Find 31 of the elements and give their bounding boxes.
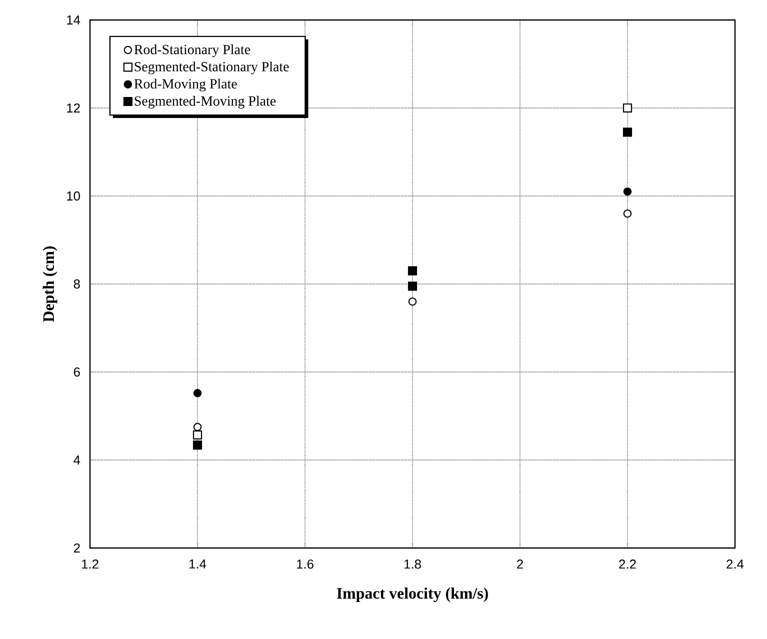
x-tick-label: 1.8 [404,560,421,569]
x-tick-label: 1.2 [82,560,98,569]
y-tick-label: 4 [74,456,80,464]
y-tick-label: 8 [74,279,80,289]
point [408,297,417,306]
legend-label: Rod-Stationary Plate [134,44,250,58]
point [408,282,418,291]
y-tick-label: 12 [67,103,80,113]
x-tick-label: 1.6 [296,560,314,569]
x-axis-title: Impact velocity (km/s) [336,588,488,602]
legend-label: Rod-Moving Plate [134,78,237,92]
point [623,209,632,218]
point [623,187,632,196]
x-tick-label: 2.4 [726,560,744,569]
point [622,103,632,113]
x-tick-label: 2.2 [619,560,636,569]
y-tick-label: 10 [67,191,80,201]
point [192,440,202,450]
point [192,430,202,440]
y-tick-label: 14 [67,16,80,24]
y-tick-label: 2 [74,543,80,553]
x-tick-label: 1.4 [189,560,206,568]
point [193,388,202,398]
legend-label: Segmented-Stationary Plate [134,62,289,74]
point [622,128,632,137]
x-tick-label: 2 [517,560,523,569]
y-axis-title: Depth (cm) [42,246,58,322]
point [193,422,202,432]
legend-label: Segmented-Moving Plate [134,96,276,109]
y-tick-label: 6 [74,367,80,377]
point [408,266,418,276]
